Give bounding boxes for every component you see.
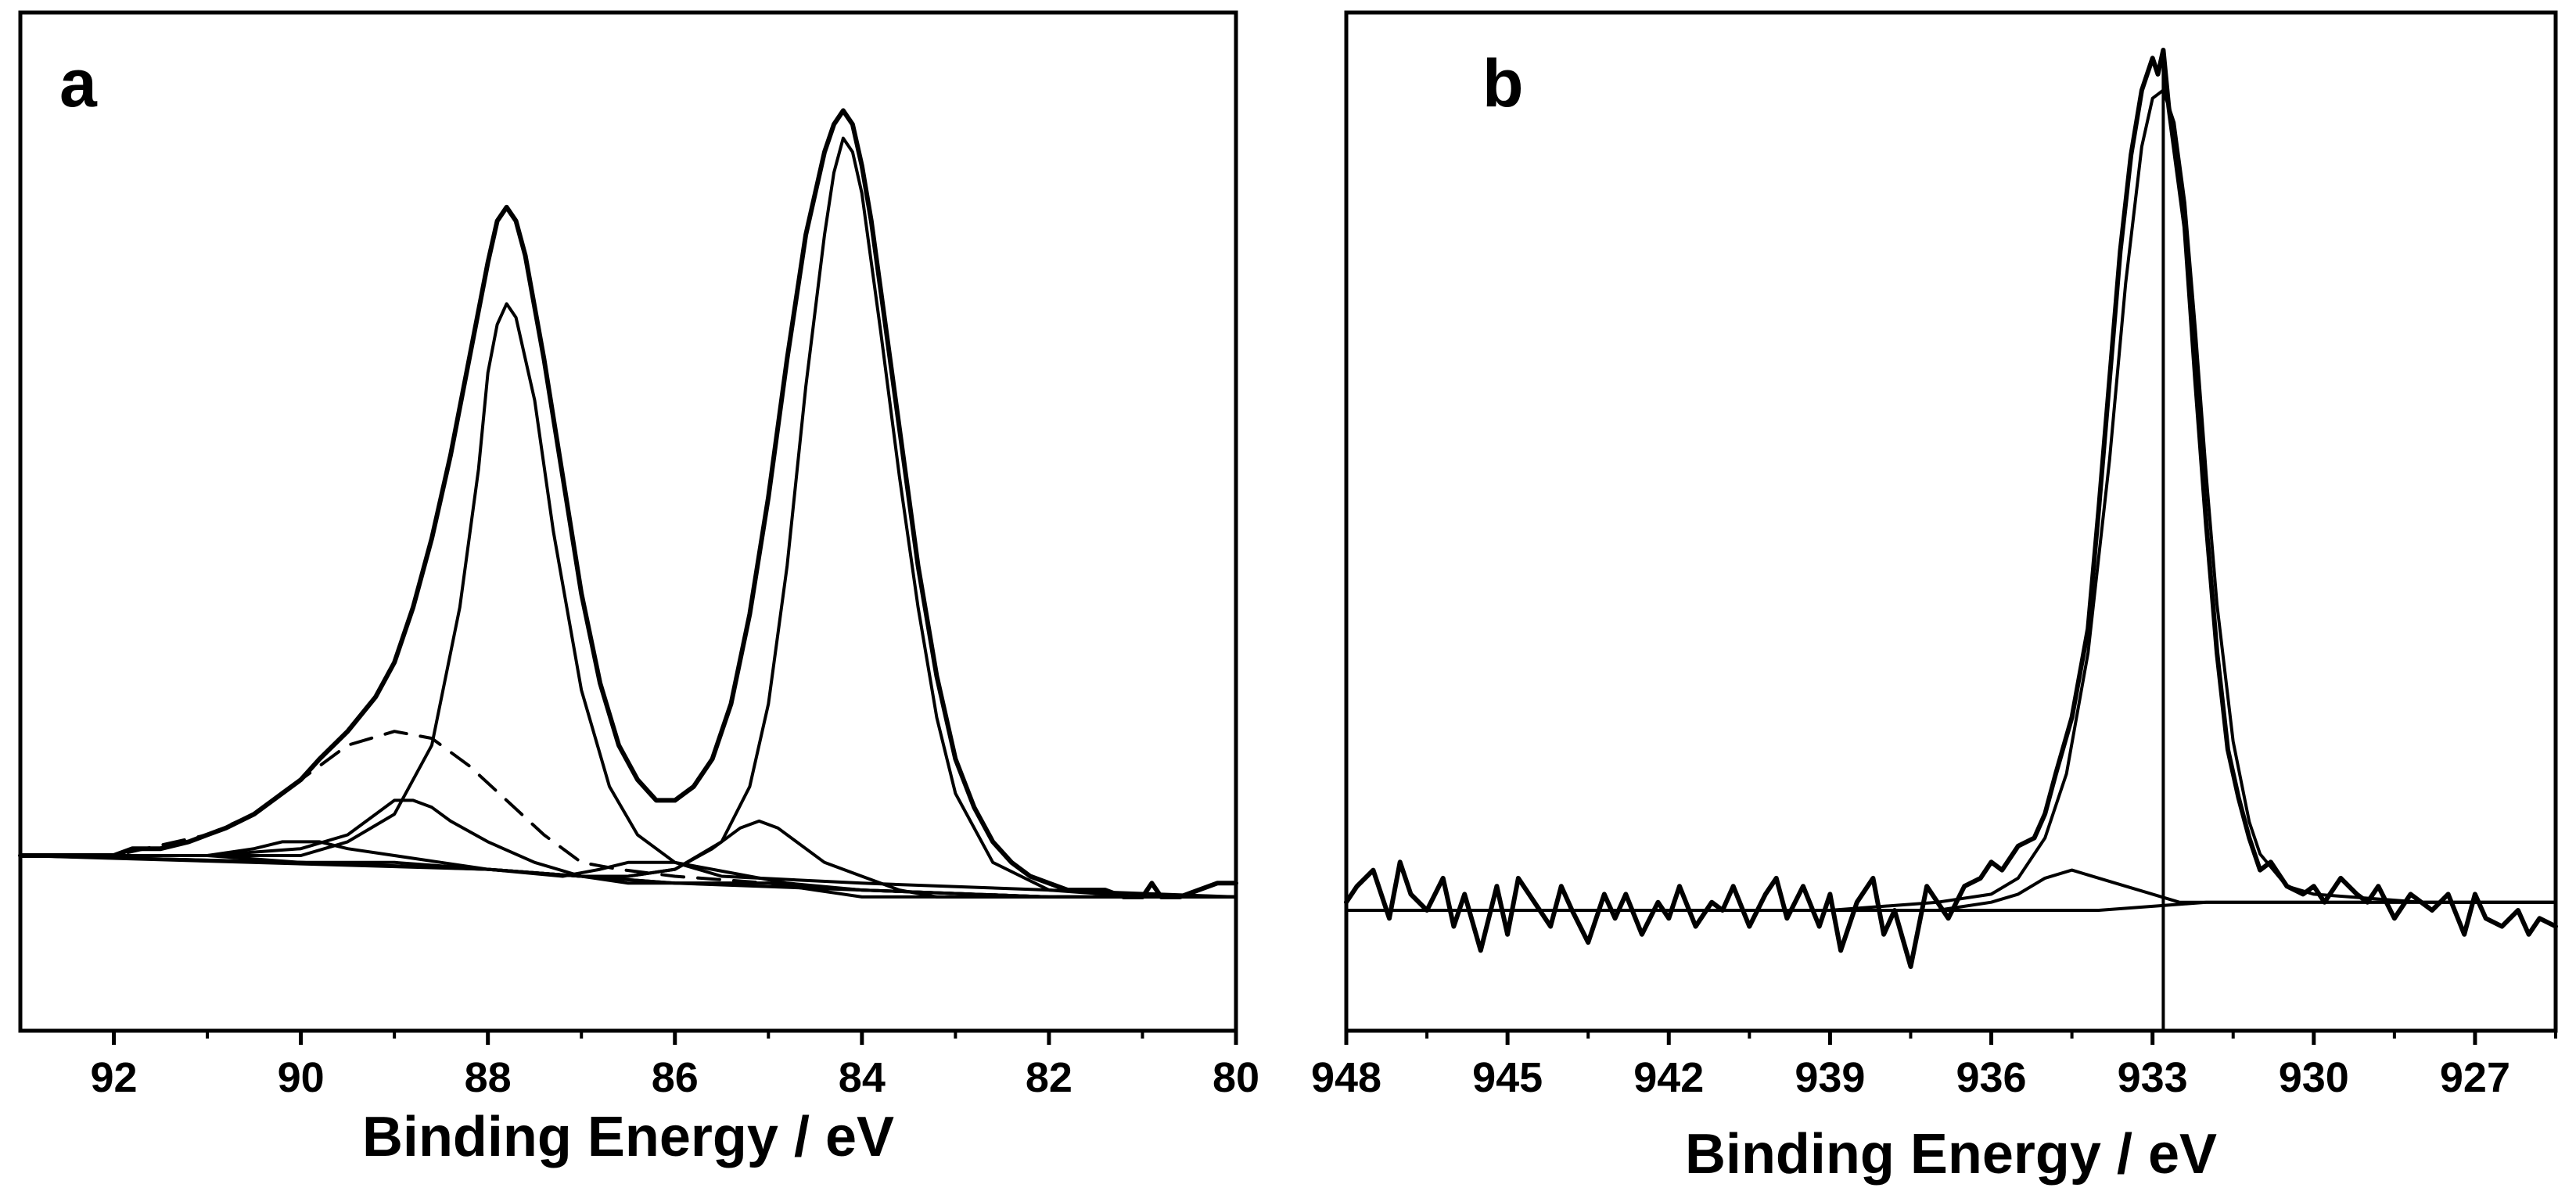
panel-a-x-ticks: 92 90 88 86 84 82 80 — [90, 1031, 1259, 1101]
panel-a-series-Au4f5/2-fit — [19, 302, 1238, 899]
panel-b-tick-label: 930 — [2279, 1054, 2349, 1101]
panel-a-tick-label: 88 — [465, 1054, 512, 1101]
panel-b-curves — [1344, 48, 2558, 1031]
panel-b-label: b — [1482, 46, 1524, 121]
panel-a-tick-label: 80 — [1213, 1054, 1259, 1101]
panel-b-tick-label: 936 — [1956, 1054, 2026, 1101]
panel-b-tick-label: 927 — [2440, 1054, 2510, 1101]
panel-b-x-ticks: 948 945 942 939 936 933 930 927 — [1311, 1031, 2557, 1101]
panel-a-series-background — [19, 854, 1238, 899]
panel-b-tick-label: 945 — [1472, 1054, 1543, 1101]
panel-a-chart: a 92 90 88 86 84 82 80 Binding Energy / eV — [18, 10, 1259, 1168]
panel-a-series-raw-spectrum — [18, 108, 1238, 899]
panel-b-series-raw-spectrum — [1344, 48, 2558, 969]
panel-a-curves — [18, 108, 1238, 899]
panel-b-tick-label: 942 — [1633, 1054, 1704, 1101]
panel-b-chart: b 948 945 942 939 936 933 930 927 Binding Energ… — [1311, 10, 2558, 1186]
panel-b-tick-label: 939 — [1795, 1054, 1865, 1101]
panel-b-series-main-fit — [1345, 88, 2557, 912]
panel-a-tick-label: 82 — [1026, 1054, 1072, 1101]
panel-a-frame — [18, 10, 1238, 1033]
panel-b-series-background — [1345, 900, 2557, 912]
panel-a-tick-label: 90 — [278, 1054, 325, 1101]
panel-a-series-component-small-90.0 — [19, 840, 1238, 899]
panel-a-tick-label: 86 — [652, 1054, 699, 1101]
panel-a-tick-label: 92 — [90, 1054, 137, 1101]
panel-a-tick-label: 84 — [839, 1054, 886, 1101]
panel-b-tick-label: 933 — [2118, 1054, 2188, 1101]
panel-a-series-component-dashed — [19, 730, 1238, 899]
panel-a-series-Au4f7/2-fit — [19, 136, 1238, 899]
panel-a-label: a — [59, 46, 98, 121]
panel-b-frame — [1344, 10, 2558, 1033]
panel-b-x-axis-title: Binding Energy / eV — [1685, 1123, 2217, 1186]
panel-b-tick-label: 948 — [1311, 1054, 1381, 1101]
panel-a-x-axis-title: Binding Energy / eV — [362, 1106, 894, 1168]
